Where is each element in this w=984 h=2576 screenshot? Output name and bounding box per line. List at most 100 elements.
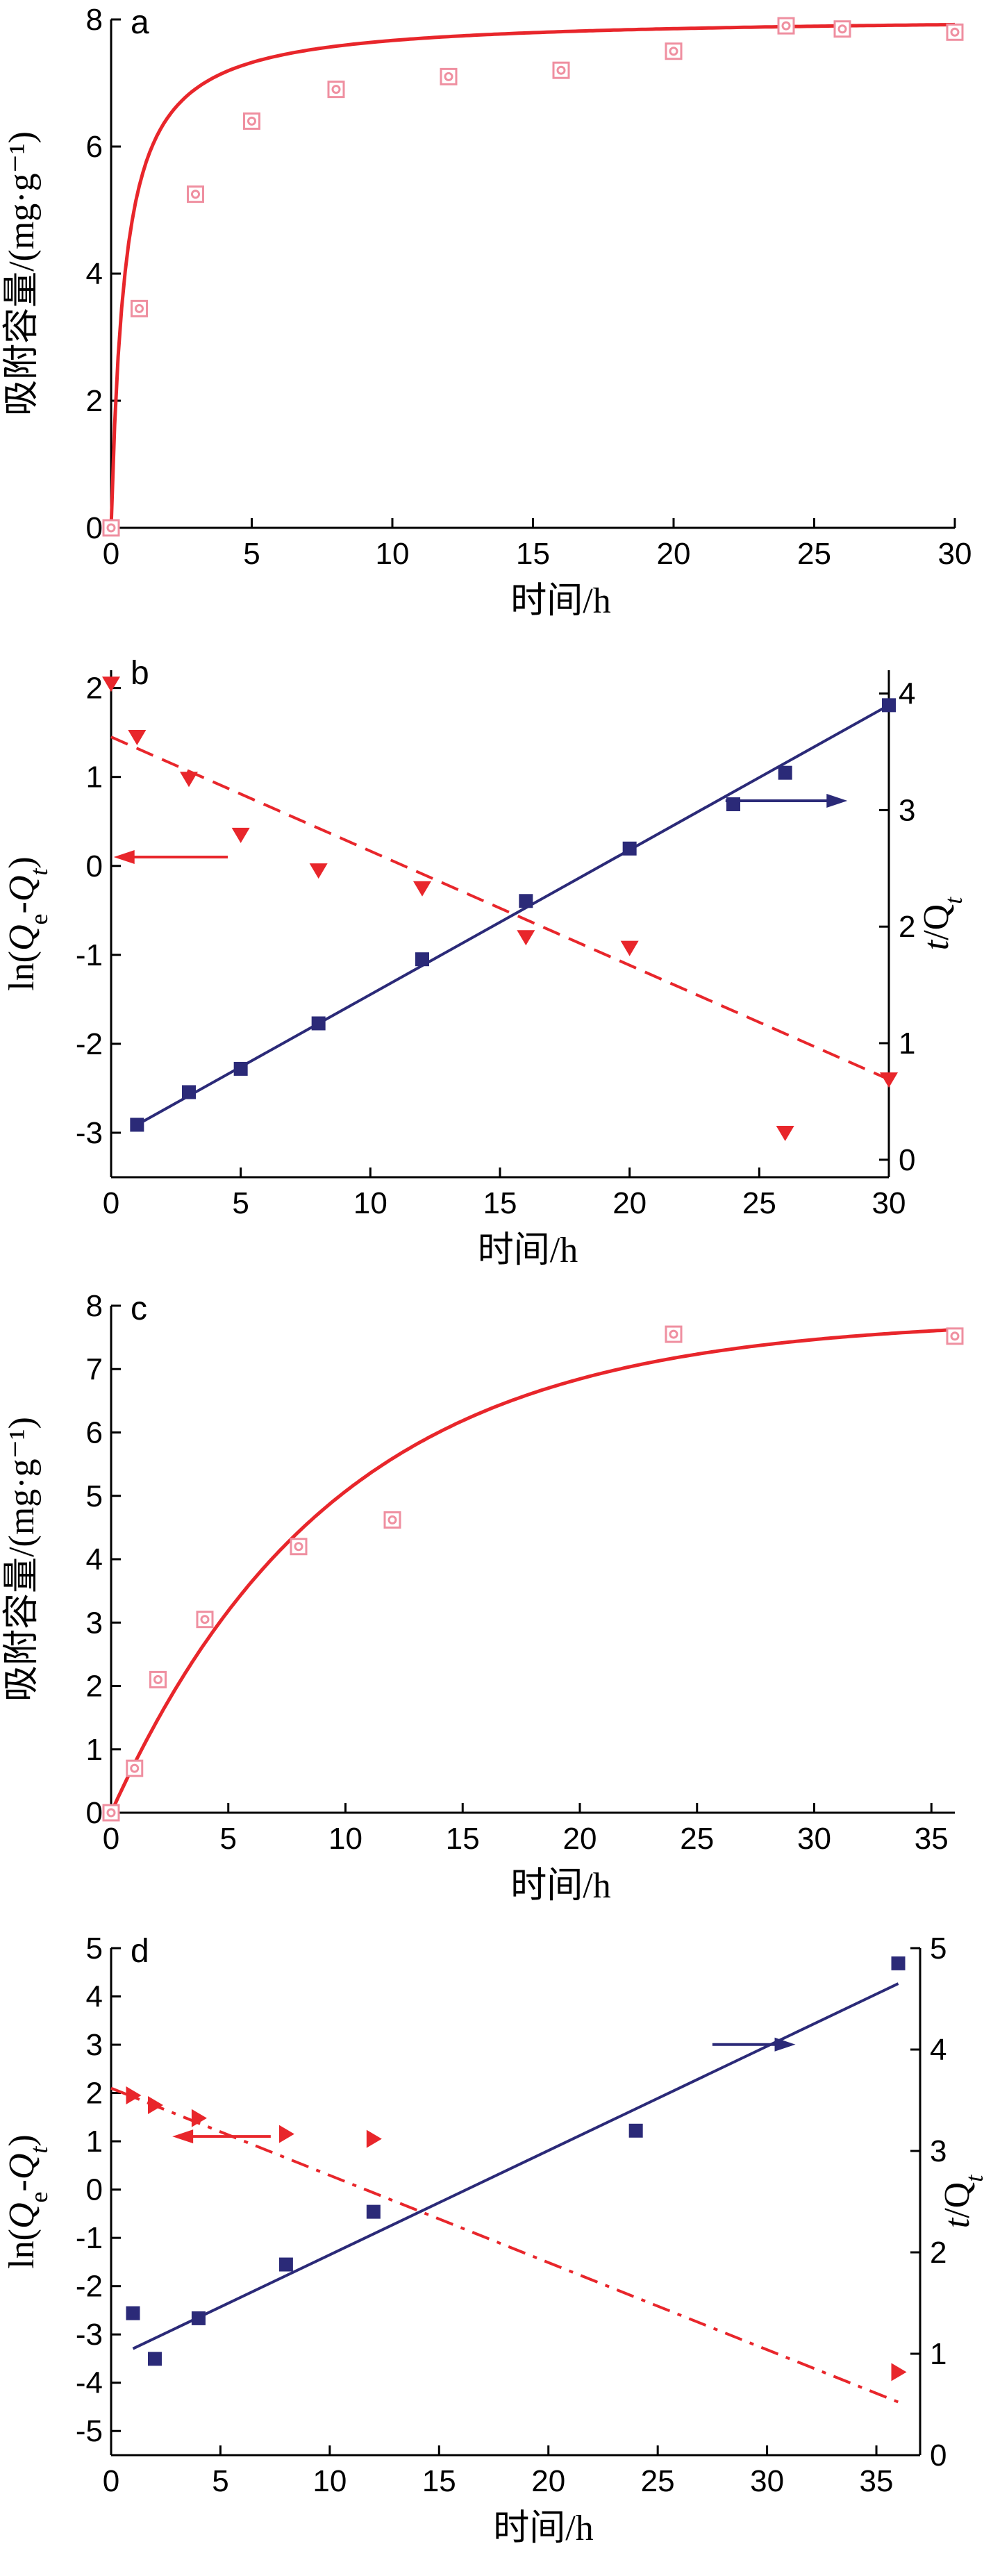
- y-axis-title-left: ln(Qe-Qt): [2, 2134, 53, 2269]
- data-point: [231, 827, 250, 843]
- data-point-dot: [130, 1763, 140, 1773]
- x-tick-label: 20: [657, 537, 691, 571]
- y-axis-title: 吸附容量/(mg·g⁻¹): [2, 1417, 42, 1702]
- y-tick-label: -4: [76, 2366, 103, 2400]
- data-point: [290, 1538, 308, 1556]
- data-point: [126, 1759, 144, 1777]
- y-tick-label-right: 5: [930, 1931, 947, 1966]
- data-point: [130, 1117, 144, 1132]
- data-point: [149, 1670, 167, 1688]
- data-point-dot: [669, 1329, 678, 1339]
- data-point: [196, 1611, 214, 1629]
- arrow-right-axis-head: [826, 793, 848, 808]
- x-tick-label: 20: [612, 1186, 647, 1220]
- y-tick-label: -5: [76, 2414, 103, 2448]
- y-axis-title-left: ln(Qe-Qt): [2, 856, 53, 991]
- x-tick-label: 25: [680, 1822, 714, 1856]
- x-axis-title: 时间/h: [510, 1866, 610, 1906]
- y-tick-label-right: 3: [899, 793, 915, 827]
- data-point-frame: [102, 1804, 120, 1822]
- data-point: [311, 1016, 326, 1031]
- y-tick-label-right: 4: [930, 2033, 947, 2067]
- data-point: [366, 2129, 382, 2148]
- fit-line: [136, 704, 890, 1127]
- x-tick-label: 30: [938, 537, 972, 571]
- data-point-dot: [191, 190, 200, 199]
- data-point: [413, 881, 431, 897]
- data-point-dot: [135, 304, 144, 313]
- arrow-left-axis-head: [172, 2129, 194, 2144]
- data-point: [191, 2311, 206, 2325]
- data-point-dot: [200, 1615, 210, 1624]
- data-point: [519, 894, 533, 908]
- x-tick-label: 30: [750, 2464, 784, 2498]
- data-point: [191, 2109, 207, 2127]
- y-tick-label-right: 1: [930, 2337, 947, 2371]
- y-axis-title: 吸附容量/(mg·g⁻¹): [2, 131, 42, 416]
- data-point-frame: [102, 519, 120, 537]
- y-tick-label: 2: [86, 672, 103, 706]
- data-point-frame: [552, 61, 570, 79]
- y-tick-label: 2: [86, 1670, 103, 1704]
- fit-line: [110, 736, 890, 1081]
- data-point: [309, 863, 328, 879]
- data-point-dot: [950, 1331, 960, 1341]
- x-tick-label: 15: [483, 1186, 517, 1220]
- y-tick-label-right: 0: [930, 2438, 947, 2473]
- data-point: [147, 2095, 163, 2114]
- data-point-dot: [387, 1515, 397, 1524]
- y-tick-label: 2: [86, 2077, 103, 2111]
- data-point-frame: [946, 23, 964, 41]
- panel-letter: d: [131, 1933, 149, 1970]
- x-tick-label: 10: [376, 537, 410, 571]
- x-tick-label: 5: [232, 1186, 249, 1220]
- y-tick-label: -2: [76, 2270, 103, 2304]
- x-tick-label: 20: [531, 2464, 565, 2498]
- data-point: [628, 2123, 643, 2138]
- y-tick-label: 0: [86, 2173, 103, 2207]
- y-tick-label: 0: [86, 849, 103, 883]
- data-point: [415, 952, 429, 967]
- data-point-frame: [440, 67, 458, 85]
- chart-panel-d: 0 5 10 15 20 25 30 35 -5 -4 -3 -2 -1 0 1 2 3 4 5 0 1 2 3 4 5 时间/h…: [2, 1931, 984, 2548]
- data-point: [131, 299, 148, 317]
- y-tick-label: 3: [86, 1606, 103, 1640]
- y-tick-label: 6: [86, 1416, 103, 1450]
- data-point-frame: [126, 1759, 144, 1777]
- fit-curve: [109, 22, 956, 529]
- data-point: [180, 772, 198, 788]
- data-point-dot: [294, 1542, 303, 1552]
- y-tick-label-right: 0: [899, 1143, 915, 1177]
- data-point: [946, 23, 964, 41]
- data-point: [233, 1061, 248, 1076]
- y-tick-label: 5: [86, 1479, 103, 1513]
- data-point-frame: [833, 20, 851, 38]
- fit-line: [132, 1982, 899, 2350]
- data-point: [366, 2204, 381, 2219]
- data-point-dot: [781, 21, 791, 31]
- y-tick-label: -1: [76, 938, 103, 972]
- data-point-frame: [196, 1611, 214, 1629]
- data-point: [126, 2306, 140, 2320]
- x-axis-title: 时间/h: [478, 1231, 578, 1270]
- x-tick-label: 10: [328, 1822, 362, 1856]
- arrow-right-axis-head: [774, 2037, 796, 2052]
- x-tick-label: 5: [212, 2464, 228, 2498]
- data-point: [882, 698, 896, 713]
- y-tick-label: -3: [76, 2318, 103, 2352]
- x-tick-label: 0: [103, 1822, 119, 1856]
- x-tick-label: 25: [797, 537, 831, 571]
- x-tick-label: 15: [516, 537, 550, 571]
- data-point: [946, 1327, 964, 1345]
- data-point-dot: [837, 24, 847, 34]
- x-tick-label: 10: [312, 2464, 347, 2498]
- data-point: [778, 765, 792, 780]
- x-tick-label: 15: [446, 1822, 480, 1856]
- panel-letter: b: [131, 655, 149, 692]
- data-point: [383, 1511, 401, 1529]
- x-tick-label: 25: [742, 1186, 776, 1220]
- data-point: [833, 20, 851, 38]
- data-point-dot: [247, 116, 256, 126]
- data-point: [182, 1085, 196, 1099]
- y-tick-label: 1: [86, 1733, 103, 1767]
